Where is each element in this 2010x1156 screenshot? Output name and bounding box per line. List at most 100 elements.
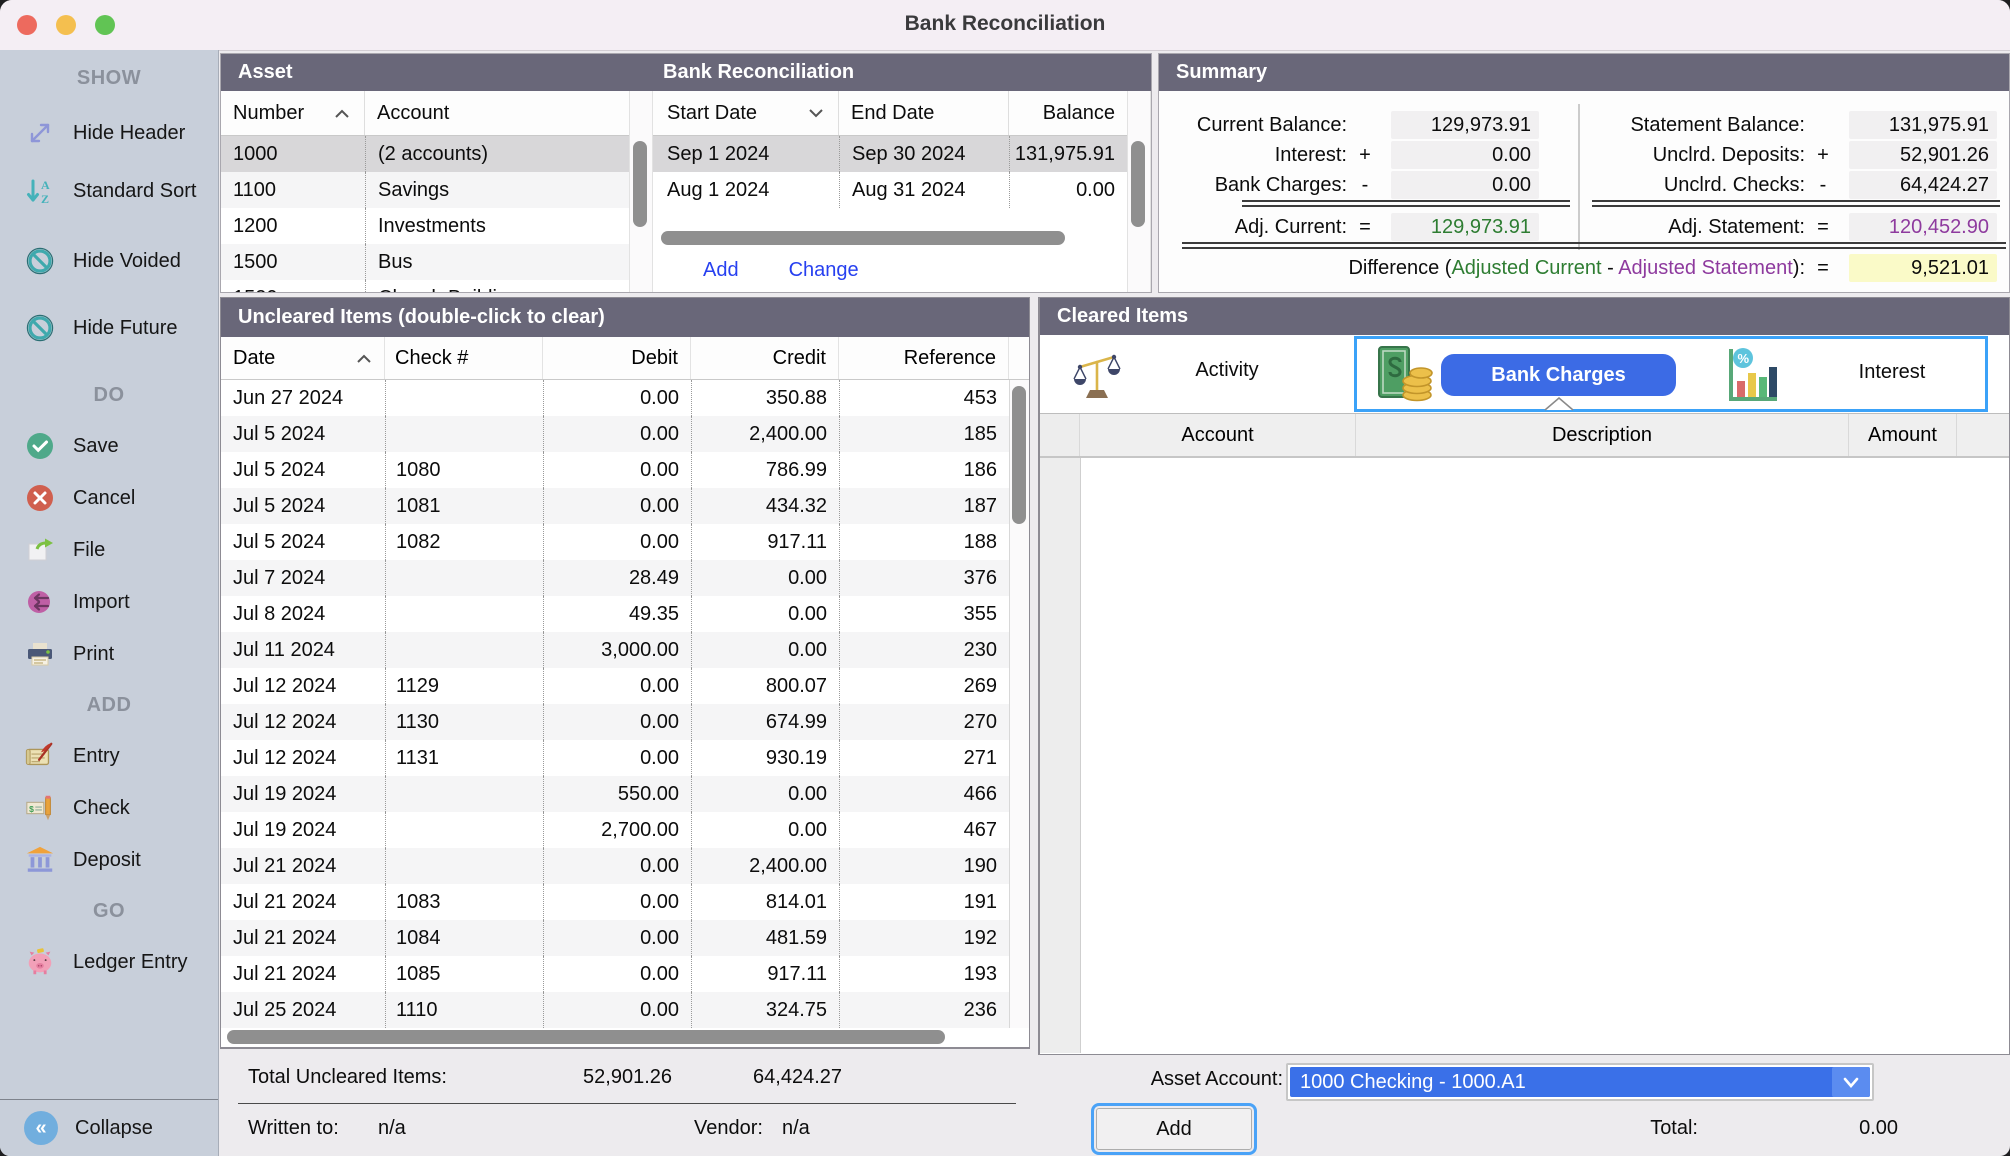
scrollbar-gutter [1009, 920, 1029, 956]
cell-debit: 0.00 [543, 848, 691, 884]
uncleared-row[interactable]: Jul 8 2024 49.35 0.00 355 [221, 596, 1029, 632]
expand-arrows-icon [24, 117, 56, 149]
minimize-button[interactable] [56, 15, 76, 35]
total-debit: 52,901.26 [583, 1066, 672, 1088]
cell-check-number: 1084 [385, 920, 543, 956]
column-header-reference[interactable]: Reference [839, 337, 1009, 379]
cell-account: (2 accounts) [365, 136, 629, 172]
asset-account-dropdown[interactable]: 1000 Checking - 1000.A1 [1286, 1063, 1874, 1101]
scrollbar-thumb[interactable] [661, 231, 1065, 245]
column-header-debit[interactable]: Debit [543, 337, 691, 379]
cell-check-number: 1082 [385, 524, 543, 560]
cleared-tabs: Activity Bank Charges % Interest [1040, 335, 2009, 414]
sidebar-item-save[interactable]: Save [0, 421, 218, 471]
sidebar-item-file[interactable]: File [0, 525, 218, 575]
sidebar-item-hide-future[interactable]: Hide Future [0, 303, 218, 353]
asset-row[interactable]: 1520 Church Building [221, 280, 629, 292]
empty-table-area[interactable] [1081, 458, 2009, 1053]
cell-reference: 230 [839, 632, 1009, 668]
uncleared-row[interactable]: Jul 19 2024 550.00 0.00 466 [221, 776, 1029, 812]
uncleared-row[interactable]: Jul 12 2024 1131 0.00 930.19 271 [221, 740, 1029, 776]
bankrec-vertical-scrollbar[interactable] [1127, 91, 1151, 292]
uncleared-horizontal-scrollbar[interactable] [221, 1029, 1007, 1045]
change-reconciliation-link[interactable]: Change [788, 259, 859, 281]
uncleared-row[interactable]: Jul 5 2024 1081 0.00 434.32 187 [221, 488, 1029, 524]
scrollbar-thumb[interactable] [227, 1030, 945, 1044]
sidebar-item-hide-header[interactable]: Hide Header [0, 108, 218, 158]
sidebar-item-import[interactable]: Import [0, 577, 218, 627]
cell-reference: 188 [839, 524, 1009, 560]
summary-row: Interest: + 0.00 [1159, 140, 1579, 170]
bankrec-horizontal-scrollbar[interactable] [653, 230, 1127, 246]
tab-caret-icon [1543, 396, 1575, 411]
uncleared-row[interactable]: Jun 27 2024 0.00 350.88 453 [221, 380, 1029, 416]
zoom-button[interactable] [95, 15, 115, 35]
asset-row[interactable]: 1500 Bus [221, 244, 629, 280]
uncleared-row[interactable]: Jul 5 2024 1080 0.00 786.99 186 [221, 452, 1029, 488]
close-button[interactable] [17, 15, 37, 35]
uncleared-row[interactable]: Jul 25 2024 1110 0.00 324.75 236 [221, 992, 1029, 1028]
add-reconciliation-link[interactable]: Add [703, 259, 739, 281]
column-header-account[interactable]: Account [1080, 414, 1356, 456]
sidebar-item-deposit[interactable]: Deposit [0, 835, 218, 885]
uncleared-row[interactable]: Jul 21 2024 1084 0.00 481.59 192 [221, 920, 1029, 956]
column-header-date[interactable]: Date [221, 337, 385, 379]
column-header-end-date[interactable]: End Date [839, 91, 1009, 135]
sidebar-item-entry[interactable]: Entry [0, 731, 218, 781]
uncleared-row[interactable]: Jul 5 2024 0.00 2,400.00 185 [221, 416, 1029, 452]
tab-interest[interactable]: Interest [1858, 361, 1926, 383]
uncleared-row[interactable]: Jul 21 2024 1083 0.00 814.01 191 [221, 884, 1029, 920]
asset-row[interactable]: 1200 Investments [221, 208, 629, 244]
scrollbar-thumb[interactable] [1131, 141, 1145, 227]
summary-label: Interest: [1274, 143, 1347, 166]
summary-value: 52,901.26 [1849, 141, 1997, 169]
summary-label: Unclrd. Deposits: [1652, 143, 1805, 166]
collapse-button[interactable]: « Collapse [0, 1100, 218, 1156]
cell-debit: 0.00 [543, 704, 691, 740]
sidebar-item-print[interactable]: Print [0, 629, 218, 679]
uncleared-row[interactable]: Jul 21 2024 0.00 2,400.00 190 [221, 848, 1029, 884]
bankrec-row[interactable]: Sep 1 2024 Sep 30 2024 131,975.91 [653, 136, 1127, 172]
uncleared-row[interactable]: Jul 21 2024 1085 0.00 917.11 193 [221, 956, 1029, 992]
column-header-account[interactable]: Account [377, 101, 450, 124]
tab-activity[interactable]: Activity [1040, 335, 1354, 413]
tab-bank-charges[interactable]: Bank Charges [1441, 354, 1676, 396]
column-header-credit[interactable]: Credit [691, 337, 839, 379]
cell-credit: 814.01 [691, 884, 839, 920]
sidebar-footer: « Collapse [0, 1099, 218, 1156]
bankrec-row[interactable]: Aug 1 2024 Aug 31 2024 0.00 [653, 172, 1127, 208]
column-header-start-date[interactable]: Start Date [653, 91, 839, 135]
uncleared-row[interactable]: Jul 12 2024 1129 0.00 800.07 269 [221, 668, 1029, 704]
column-header-amount[interactable]: Amount [1849, 414, 1957, 456]
column-header-check-number[interactable]: Check # [385, 337, 543, 379]
cell-reference: 453 [839, 380, 1009, 416]
uncleared-row[interactable]: Jul 5 2024 1082 0.00 917.11 188 [221, 524, 1029, 560]
asset-vertical-scrollbar[interactable] [629, 91, 653, 292]
uncleared-row[interactable]: Jul 12 2024 1130 0.00 674.99 270 [221, 704, 1029, 740]
scrollbar-thumb[interactable] [633, 141, 647, 227]
section-header-do: DO [93, 384, 125, 406]
column-header-description[interactable]: Description [1356, 414, 1849, 456]
sidebar-item-cancel[interactable]: Cancel [0, 473, 218, 523]
sidebar-item-hide-voided[interactable]: Hide Voided [0, 236, 218, 286]
vendor-label: Vendor: [694, 1117, 763, 1139]
uncleared-row[interactable]: Jul 11 2024 3,000.00 0.00 230 [221, 632, 1029, 668]
summary-operator: + [1359, 143, 1371, 166]
adjusted-current-label: Adjusted Current [1451, 256, 1602, 279]
cell-account: Investments [365, 208, 629, 244]
uncleared-row[interactable]: Jul 7 2024 28.49 0.00 376 [221, 560, 1029, 596]
panel-header: Asset Bank Reconciliation [221, 54, 1151, 91]
sidebar-item-ledger-entry[interactable]: Ledger Entry [0, 937, 218, 987]
uncleared-row[interactable]: Jul 19 2024 2,700.00 0.00 467 [221, 812, 1029, 848]
asset-row[interactable]: 1000 (2 accounts) [221, 136, 629, 172]
add-charge-button[interactable]: Add [1091, 1103, 1257, 1155]
asset-row[interactable]: 1100 Savings [221, 172, 629, 208]
sidebar-item-check[interactable]: $ Check [0, 783, 218, 833]
column-header-number[interactable]: Number [221, 91, 365, 135]
uncleared-vertical-scrollbar[interactable] [1012, 386, 1026, 524]
cell-number: 1100 [233, 178, 277, 201]
column-header-balance[interactable]: Balance [1042, 101, 1115, 124]
scrollbar-gutter [1009, 524, 1029, 560]
